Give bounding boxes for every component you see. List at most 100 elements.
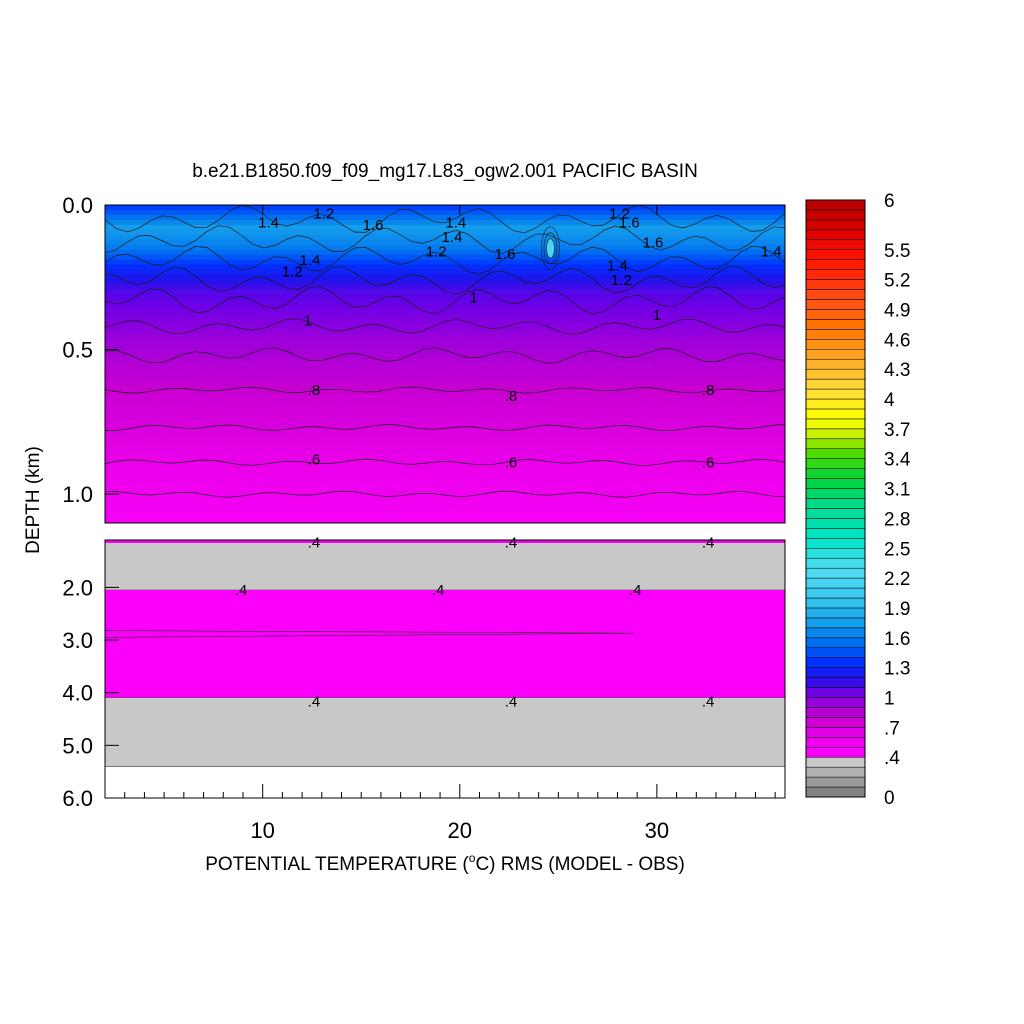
upper-fill-band xyxy=(105,344,785,350)
colorbar-label: .7 xyxy=(884,718,900,739)
upper-fill-band xyxy=(105,299,785,305)
contour-label: .8 xyxy=(308,382,321,399)
y-axis-label: DEPTH (km) xyxy=(23,446,44,554)
colorbar-band xyxy=(805,279,866,290)
colorbar-band xyxy=(805,329,866,340)
colorbar-band xyxy=(805,388,866,400)
colorbar-band xyxy=(805,577,866,589)
deep-top-strip xyxy=(105,540,785,543)
colorbar-band xyxy=(805,528,866,539)
y-tick-label: 6.0 xyxy=(62,786,93,811)
colorbar-label: 4 xyxy=(884,390,895,411)
contour-line xyxy=(105,424,785,431)
colorbar-band xyxy=(805,548,866,559)
contour-label: .4 xyxy=(308,535,321,552)
colorbar-band xyxy=(805,677,866,688)
colorbar-band xyxy=(805,289,866,300)
upper-fill-band xyxy=(105,373,785,380)
contour-line xyxy=(105,458,785,466)
colorbar-band xyxy=(805,697,866,708)
colorbar-band xyxy=(805,458,866,469)
colorbar-band xyxy=(805,428,866,440)
y-tick-label: 2.0 xyxy=(62,575,93,600)
upper-fill-band xyxy=(105,224,785,231)
contour-line xyxy=(105,490,785,498)
upper-fill-band xyxy=(105,513,785,519)
x-tick-label: 20 xyxy=(448,818,472,843)
colorbar-band xyxy=(805,199,866,211)
upper-fill-band xyxy=(105,388,785,395)
upper-fill-band xyxy=(105,443,785,450)
colorbar-label: 5.5 xyxy=(884,241,910,262)
x-axis-label-degree: o xyxy=(469,851,476,865)
x-tick-label: 30 xyxy=(645,818,669,843)
y-tick-label: 5.0 xyxy=(62,733,93,758)
contour-eddy xyxy=(543,232,558,265)
colorbar-band xyxy=(805,488,866,499)
contour-label: 1.2 xyxy=(313,206,334,223)
colorbar-band xyxy=(805,518,866,529)
colorbar-band xyxy=(805,737,866,748)
colorbar-label: 4.3 xyxy=(884,360,910,381)
colorbar-band xyxy=(805,756,866,768)
upper-fill-band xyxy=(105,269,785,276)
upper-fill-band xyxy=(105,398,785,405)
upper-fill-band xyxy=(105,448,785,455)
colorbar-band xyxy=(805,707,866,718)
upper-fill-band xyxy=(105,354,785,360)
chart-title: b.e21.B1850.f09_f09_mg17.L83_ogw2.001 PA… xyxy=(192,161,698,182)
colorbar-band xyxy=(805,368,866,380)
colorbar-band xyxy=(805,597,866,609)
colorbar-band xyxy=(805,358,866,370)
upper-fill-band xyxy=(105,433,785,440)
upper-fill-band xyxy=(105,304,785,310)
colorbar-band xyxy=(805,776,866,788)
lower-depth-panel: .4 .4 .4 .4 .4 .4 .4 .4 .4 2.0 3.0 4.0 5.0 6.0 xyxy=(62,535,786,811)
upper-fill-band xyxy=(105,249,785,256)
upper-fill-band xyxy=(105,403,785,410)
upper-fill-band xyxy=(105,423,785,430)
deep-layer xyxy=(105,590,785,698)
upper-fill-band xyxy=(105,408,785,415)
contour-line xyxy=(105,205,785,234)
contour-label: .4 xyxy=(629,582,642,599)
upper-fill-band xyxy=(105,274,785,281)
contour-label: 1.6 xyxy=(619,214,640,231)
contour-label: 1.4 xyxy=(300,252,321,269)
contour-label: .6 xyxy=(308,451,321,468)
contour-label: 1.2 xyxy=(426,243,447,260)
contour-label: .4 xyxy=(505,694,518,711)
upper-fill-band xyxy=(105,418,785,425)
y-tick-label: 4.0 xyxy=(62,681,93,706)
x-axis-label: POTENTIAL TEMPERATURE (oC) RMS (MODEL - … xyxy=(205,851,685,875)
colorbar-band xyxy=(805,687,866,698)
upper-depth-panel: 1.41.21.6 1.41.41.2 1.61.21.61.61.41.21.41… xyxy=(62,193,786,524)
upper-fill-band xyxy=(105,428,785,435)
upper-fill-band xyxy=(105,339,785,345)
x-tick-label: 10 xyxy=(250,818,274,843)
y-tick-label: 0.5 xyxy=(62,338,93,363)
x-axis-label-suffix: C) RMS (MODEL - OBS) xyxy=(475,854,684,875)
contour-label: .4 xyxy=(702,535,715,552)
colorbar-band xyxy=(805,717,866,728)
contour-label: 1 xyxy=(469,290,477,307)
upper-fill-band xyxy=(105,264,785,271)
colorbar-band xyxy=(805,538,866,549)
colorbar-frame xyxy=(805,199,866,798)
colorbar-band xyxy=(805,498,866,509)
contour-label: 1.4 xyxy=(761,243,782,260)
upper-fill-band xyxy=(105,468,785,474)
contour-label: 1.4 xyxy=(258,214,279,231)
colorbar-band xyxy=(805,657,866,668)
contour-label: .4 xyxy=(432,582,445,599)
upper-fill-band xyxy=(105,393,785,400)
colorbar-band xyxy=(805,299,866,310)
upper-fill-band xyxy=(105,324,785,330)
colorbar-band xyxy=(805,786,866,798)
contour-eddy xyxy=(546,238,555,259)
colorbar-band xyxy=(805,727,866,738)
contour-label: .4 xyxy=(702,694,715,711)
contour-label: .8 xyxy=(505,388,518,405)
colorbar-band xyxy=(805,567,866,579)
colorbar-band xyxy=(805,269,866,280)
